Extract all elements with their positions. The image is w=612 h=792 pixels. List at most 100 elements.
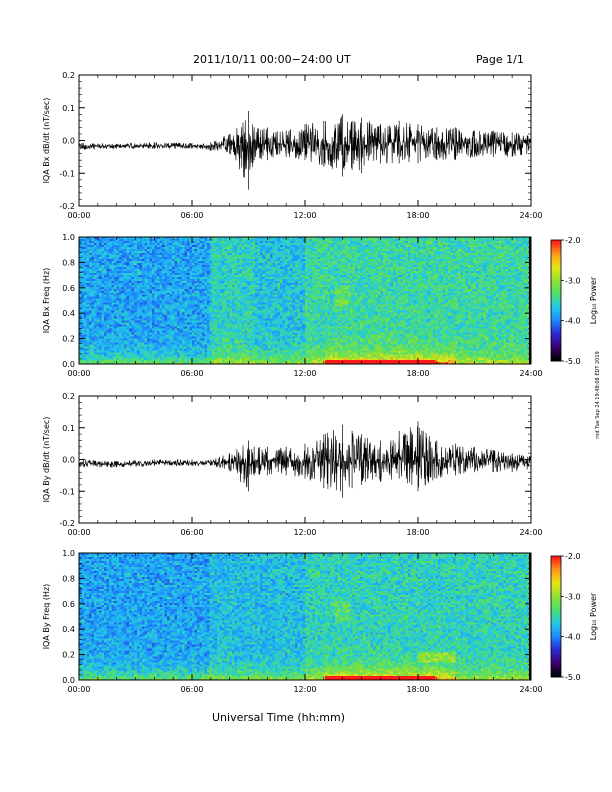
spectrogram-cell — [109, 298, 112, 301]
spectrogram-cell — [174, 360, 178, 363]
spectrogram-cell — [166, 316, 170, 319]
spectrogram-cell — [111, 244, 115, 248]
spectrogram-cell — [146, 344, 150, 347]
spectrogram-cell — [169, 290, 173, 293]
spectrogram-cell — [114, 344, 117, 347]
spectrogram-cell — [121, 276, 125, 279]
spectrogram-cell — [81, 318, 85, 321]
spectrogram-cell — [154, 318, 158, 321]
spectrogram-cell — [264, 272, 268, 275]
spectrogram-cell — [259, 278, 263, 281]
spectrogram-cell — [169, 274, 173, 277]
spectrogram-cell — [126, 350, 130, 353]
spectrogram-cell — [209, 322, 213, 325]
spectrogram-cell — [86, 258, 90, 262]
spectrogram-cell — [189, 362, 193, 365]
spectrogram-cell — [194, 268, 198, 271]
spectrogram-cell — [262, 344, 266, 347]
spectrogram-cell — [91, 282, 95, 285]
spectrogram-cell — [209, 284, 213, 287]
spectrogram-cell — [237, 264, 240, 267]
spectrogram-cell — [146, 324, 150, 327]
spectrogram-cell — [116, 240, 120, 244]
spectrogram-cell — [179, 258, 183, 262]
spectrogram-cell — [214, 260, 218, 263]
spectrogram-cell — [252, 280, 255, 283]
spectrogram-cell — [242, 246, 245, 250]
spectrogram-cell — [194, 278, 198, 281]
spectrogram-cell — [89, 290, 92, 293]
spectrogram-cell — [151, 298, 155, 301]
spectrogram-cell — [176, 342, 180, 345]
spectrogram-cell — [199, 338, 203, 341]
spectrogram-cell — [101, 296, 105, 299]
spectrogram-cell — [202, 260, 205, 263]
spectrogram-cell — [204, 292, 208, 295]
spectrogram-cell — [156, 340, 160, 343]
spectrogram-cell — [176, 344, 180, 347]
spectrogram-cell — [161, 354, 165, 357]
spectrogram-cell — [219, 276, 223, 279]
spectrogram-cell — [212, 258, 215, 262]
spectrogram-cell — [89, 326, 92, 329]
spectrogram-cell — [181, 320, 185, 323]
spectrogram-cell — [181, 242, 185, 246]
spectrogram-cell — [154, 324, 158, 327]
spectrogram-cell — [207, 278, 210, 281]
spectrogram-cell — [184, 310, 188, 313]
spectrogram-cell — [184, 248, 188, 252]
spectrogram-cell — [214, 290, 218, 293]
spectrogram-cell — [232, 304, 235, 307]
spectrogram-cell — [176, 302, 180, 305]
spectrogram-cell — [207, 256, 210, 260]
spectrogram-cell — [91, 310, 95, 313]
spectrogram-cell — [264, 318, 268, 321]
spectrogram-cell — [242, 266, 245, 269]
spectrogram-cell — [94, 250, 97, 254]
spectrogram-cell — [129, 348, 132, 351]
spectrogram-cell — [189, 294, 193, 297]
spectrogram-cell — [192, 296, 195, 299]
spectrogram-cell — [136, 266, 140, 269]
spectrogram-cell — [199, 250, 203, 254]
spectrogram-cell — [131, 360, 135, 363]
spectrogram-cell — [89, 286, 92, 289]
spectrogram-cells — [79, 237, 532, 365]
spectrogram-cell — [164, 290, 168, 293]
spectrogram-cell — [181, 294, 185, 297]
spectrogram-cell — [116, 270, 120, 273]
spectrogram-cell — [234, 266, 238, 269]
spectrogram-cell — [129, 330, 132, 333]
spectrogram-cell — [254, 286, 258, 289]
spectrogram-cell — [166, 360, 170, 363]
spectrogram-cell — [144, 292, 147, 295]
spectrogram-cell — [192, 338, 195, 341]
spectrogram-cell — [104, 326, 107, 329]
spectrogram-cell — [149, 346, 153, 349]
spectrogram-cell — [202, 288, 205, 291]
spectrogram-cell — [124, 237, 127, 240]
spectrogram-cell — [109, 250, 112, 254]
spectrogram-cell — [114, 260, 117, 263]
spectrogram-cell — [116, 254, 120, 258]
spectrogram-cell — [134, 318, 137, 321]
spectrogram-cell — [151, 272, 155, 275]
spectrogram-cell — [217, 252, 220, 256]
spectrogram-cell — [209, 318, 213, 321]
spectrogram-cell — [124, 270, 127, 273]
spectrogram-cell — [217, 356, 220, 359]
spectrogram-cell — [99, 280, 102, 283]
spectrogram-cell — [151, 358, 155, 361]
spectrogram-cell — [179, 340, 183, 343]
spectrogram-cell — [136, 242, 140, 246]
spectrogram-cell — [119, 360, 122, 363]
spectrogram-cell — [209, 350, 213, 353]
spectrogram-cell — [159, 274, 163, 277]
spectrogram-cell — [111, 322, 115, 325]
spectrogram-cell — [227, 246, 230, 250]
spectrogram-cell — [262, 254, 266, 258]
spectrogram-cell — [239, 300, 243, 303]
spectrogram-cell — [219, 282, 223, 285]
spectrogram-cell — [192, 318, 195, 321]
spectrogram-cell — [267, 294, 271, 297]
